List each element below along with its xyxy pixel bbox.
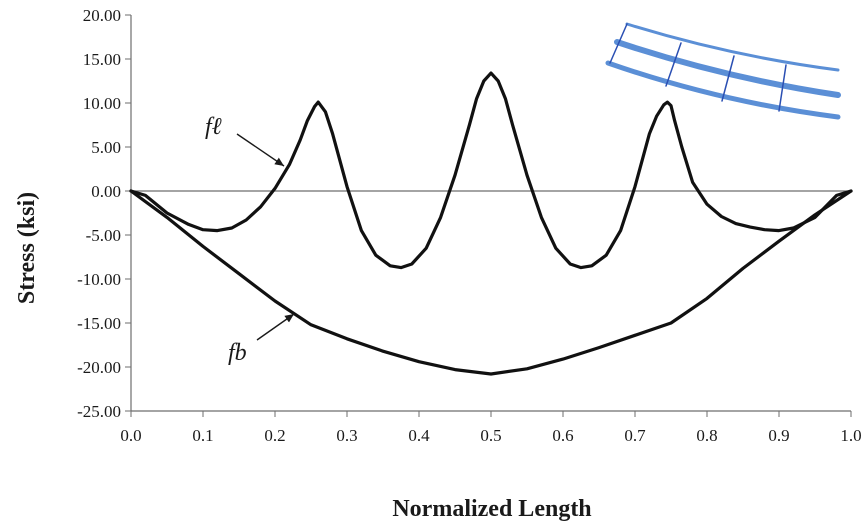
fb-series-line [129,189,853,376]
y-tick-label: 5.00 [91,138,121,157]
girder-mid-line [614,39,841,98]
y-tick-label: 10.00 [83,94,121,113]
x-tick-label: 0.1 [192,426,213,445]
y-tick-label: -10.00 [77,270,121,289]
y-axis-ticks: 20.00 15.00 10.00 5.00 0.00 -5.00 -10.00 -15.00… [77,6,131,421]
x-tick-label: 1.0 [840,426,861,445]
x-tick-label: 0.9 [768,426,789,445]
fl-series-label: fℓ [205,114,222,140]
y-tick-label: -20.00 [77,358,121,377]
x-tick-label: 0.2 [264,426,285,445]
fl-pointer-arrow [236,133,285,167]
y-tick-label: 0.00 [91,182,121,201]
x-tick-label: 0.5 [480,426,501,445]
fb-pointer-arrow [256,313,295,341]
x-axis-ticks: 0.0 0.1 0.2 0.3 0.4 0.5 0.6 0.7 0.8 0.9 1.0 [120,411,862,445]
fb-series-label: fb [228,340,247,366]
x-tick-label: 0.7 [624,426,646,445]
y-tick-label: -15.00 [77,314,121,333]
girder-top-flange [625,22,840,72]
x-axis-title: Normalized Length [392,496,591,522]
y-tick-label: -25.00 [77,402,121,421]
x-tick-label: 0.4 [408,426,430,445]
y-tick-label: -5.00 [86,226,121,245]
y-axis-title: Stress (ksi) [14,192,40,304]
cross-frame [721,55,735,102]
cross-frame [665,42,682,87]
cross-frame [778,64,787,112]
y-tick-label: 15.00 [83,50,121,69]
cross-frame [609,23,628,64]
x-tick-label: 0.0 [120,426,141,445]
y-tick-label: 20.00 [83,6,121,25]
series-layer [129,71,853,376]
girder-inset-diagram [605,22,841,120]
girder-bottom-flange [605,60,841,120]
x-tick-label: 0.3 [336,426,357,445]
fl-series-line [129,71,853,270]
x-tick-label: 0.8 [696,426,717,445]
x-tick-label: 0.6 [552,426,573,445]
